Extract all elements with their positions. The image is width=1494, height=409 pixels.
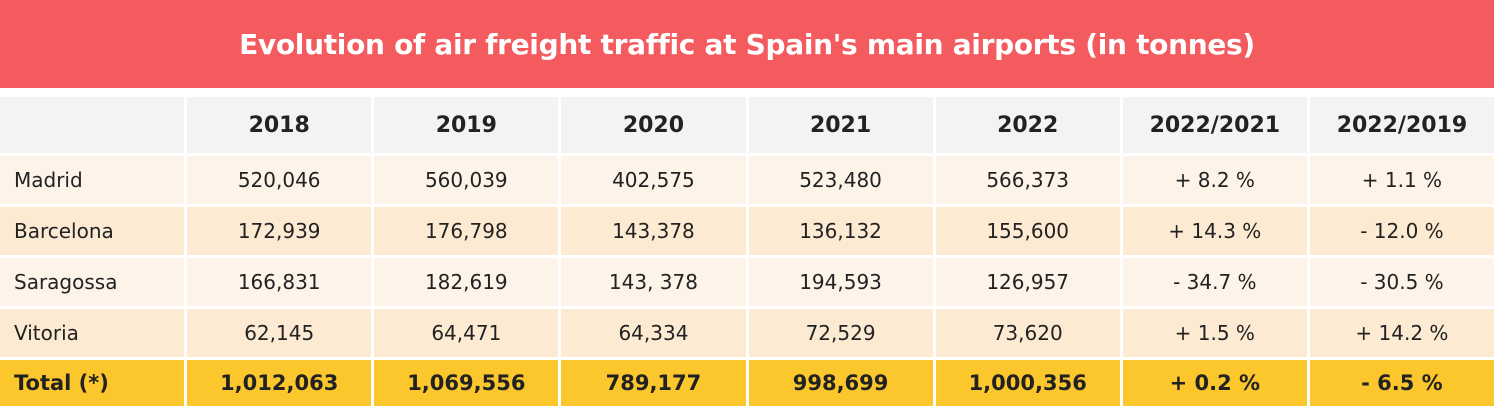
- table-cell: 176,798: [374, 207, 559, 255]
- table-cell: 136,132: [748, 207, 933, 255]
- table-cell: 172,939: [187, 207, 372, 255]
- table-cell: 62,145: [187, 309, 372, 357]
- table-cell: 566,373: [935, 156, 1120, 204]
- table-cell: 73,620: [935, 309, 1120, 357]
- column-header: 2018: [187, 97, 372, 153]
- column-header: 2019: [374, 97, 559, 153]
- table-row: Saragossa 166,831 182,619 143, 378 194,593 12…: [0, 258, 1494, 306]
- table-cell: 72,529: [748, 309, 933, 357]
- table-cell: - 30.5 %: [1309, 258, 1494, 306]
- table-cell: 523,480: [748, 156, 933, 204]
- column-header: 2020: [561, 97, 746, 153]
- table-cell: 155,600: [935, 207, 1120, 255]
- table-cell: 143,378: [561, 207, 746, 255]
- row-label: Total (*): [0, 360, 185, 406]
- table-row: Barcelona 172,939 176,798 143,378 136,132 155…: [0, 207, 1494, 255]
- table-cell: 789,177: [561, 360, 746, 406]
- table-cell: 64,334: [561, 309, 746, 357]
- table-title: Evolution of air freight traffic at Spai…: [0, 0, 1494, 88]
- table-cell: 143, 378: [561, 258, 746, 306]
- table-cell: - 12.0 %: [1309, 207, 1494, 255]
- table-cell: 194,593: [748, 258, 933, 306]
- table-cell: 560,039: [374, 156, 559, 204]
- table-cell: + 14.3 %: [1122, 207, 1307, 255]
- table-cell: 182,619: [374, 258, 559, 306]
- column-header: 2021: [748, 97, 933, 153]
- table-cell: - 34.7 %: [1122, 258, 1307, 306]
- column-header: 2022/2019: [1309, 97, 1494, 153]
- total-row: Total (*) 1,012,063 1,069,556 789,177 998,69…: [0, 360, 1494, 406]
- column-header: 2022: [935, 97, 1120, 153]
- table-cell: 64,471: [374, 309, 559, 357]
- row-label: Barcelona: [0, 207, 185, 255]
- table-cell: 126,957: [935, 258, 1120, 306]
- column-header: [0, 97, 185, 153]
- table-cell: + 0.2 %: [1122, 360, 1307, 406]
- table-cell: 166,831: [187, 258, 372, 306]
- row-label: Saragossa: [0, 258, 185, 306]
- table-cell: + 1.5 %: [1122, 309, 1307, 357]
- table-cell: + 8.2 %: [1122, 156, 1307, 204]
- table-cell: + 1.1 %: [1309, 156, 1494, 204]
- table-cell: 998,699: [748, 360, 933, 406]
- table-cell: + 14.2 %: [1309, 309, 1494, 357]
- table-cell: 520,046: [187, 156, 372, 204]
- table-cell: 1,012,063: [187, 360, 372, 406]
- column-header: 2022/2021: [1122, 97, 1307, 153]
- table-cell: 402,575: [561, 156, 746, 204]
- table-cell: - 6.5 %: [1309, 360, 1494, 406]
- header-row: 2018 2019 2020 2021 2022 2022/2021 2022/2019: [0, 97, 1494, 153]
- row-label: Madrid: [0, 156, 185, 204]
- table-cell: 1,069,556: [374, 360, 559, 406]
- row-label: Vitoria: [0, 309, 185, 357]
- table-row: Madrid 520,046 560,039 402,575 523,480 566,37…: [0, 156, 1494, 204]
- table-cell: 1,000,356: [935, 360, 1120, 406]
- freight-table: 2018 2019 2020 2021 2022 2022/2021 2022/2019 M…: [0, 94, 1494, 409]
- table-row: Vitoria 62,145 64,471 64,334 72,529 73,620 + 1…: [0, 309, 1494, 357]
